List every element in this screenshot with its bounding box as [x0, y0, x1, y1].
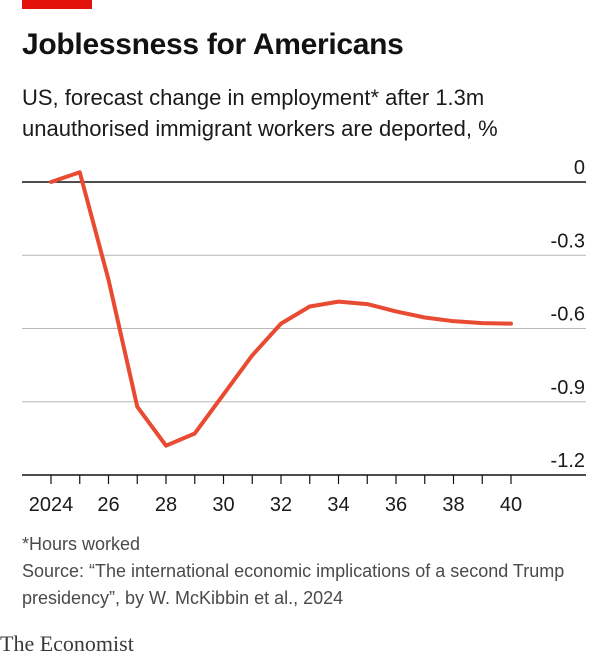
- x-tick-label: 2024: [29, 494, 74, 516]
- source-note: Source: “The international economic impl…: [22, 561, 565, 608]
- chart-title: Joblessness for Americans: [22, 28, 404, 61]
- series-line-employment: [49, 170, 513, 448]
- y-tick-label: 0: [574, 157, 585, 179]
- brand-wordmark: The Economist: [0, 631, 134, 656]
- x-tick-label: 36: [385, 494, 407, 516]
- x-tick-label: 38: [442, 494, 464, 516]
- x-tick-label: 34: [327, 494, 349, 516]
- brand-red-tag: [22, 0, 92, 9]
- chart-notes: *Hours worked Source: “The international…: [22, 531, 602, 612]
- y-tick-label: -0.3: [551, 230, 585, 252]
- chart-subtitle: US, forecast change in employment* after…: [22, 85, 498, 141]
- x-tick-label: 32: [270, 494, 292, 516]
- y-tick-label: -1.2: [551, 450, 585, 472]
- x-tick-label: 30: [212, 494, 234, 516]
- y-tick-label: -0.6: [551, 304, 585, 326]
- x-tick-label: 28: [155, 494, 177, 516]
- line-chart: 0 -0.3 -0.6 -0.9 -1.2 2024 26 28 30 32 34 36 38 40: [22, 157, 586, 516]
- x-tick-label: 40: [500, 494, 522, 516]
- x-tick-label: 26: [97, 494, 119, 516]
- footnote: *Hours worked: [22, 534, 141, 554]
- y-tick-label: -0.9: [551, 377, 585, 399]
